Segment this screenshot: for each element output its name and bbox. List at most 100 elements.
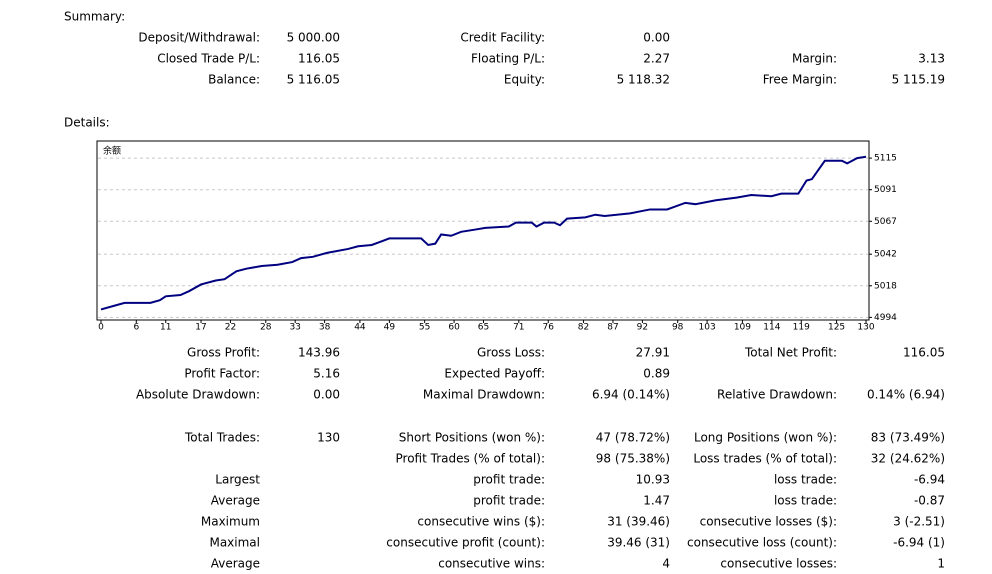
field-value: 5.16 (313, 367, 340, 381)
field-label: Equity: (504, 73, 545, 87)
field-label: Closed Trade P/L: (157, 52, 260, 66)
field-label: loss trade: (774, 473, 837, 487)
field-value: 3 (-2.51) (893, 515, 945, 529)
x-tick-label: 130 (857, 323, 874, 333)
x-tick-label: 11 (160, 323, 171, 333)
x-tick-label: 49 (384, 323, 396, 333)
field-value: 116.05 (298, 52, 340, 66)
field-value: 3.13 (918, 52, 945, 66)
field-label: Margin: (792, 52, 837, 66)
field-value: 2.27 (643, 52, 670, 66)
x-tick-label: 17 (195, 323, 206, 333)
chart-frame (96, 140, 870, 321)
field-value: 0.14% (6.94) (867, 388, 945, 402)
x-tick-label: 92 (637, 323, 648, 333)
field-value: 10.93 (636, 473, 670, 487)
field-value: 130 (317, 431, 340, 445)
x-tick-label: 103 (699, 323, 716, 333)
y-tick-label: 4994 (874, 313, 897, 323)
field-value: 0.00 (313, 388, 340, 402)
field-label: Expected Payoff: (444, 367, 545, 381)
field-label: profit trade: (473, 494, 545, 508)
field-label: Maximum (201, 515, 260, 529)
field-label: Long Positions (won %): (694, 431, 837, 445)
x-tick-label: 44 (354, 323, 366, 333)
field-label: Gross Profit: (187, 346, 260, 360)
field-label: Gross Loss: (477, 346, 545, 360)
field-label: consecutive wins ($): (417, 515, 545, 529)
field-value: 32 (24.62%) (871, 452, 945, 466)
field-label: Average (211, 557, 260, 571)
field-label: consecutive losses ($): (700, 515, 837, 529)
chart-label: 余额 (103, 145, 121, 157)
field-value: 39.46 (31) (607, 536, 670, 550)
x-tick-label: 71 (513, 323, 524, 333)
y-tick-label: 5115 (874, 154, 897, 164)
x-tick-label: 6 (133, 323, 139, 333)
field-value: 83 (73.49%) (871, 431, 945, 445)
field-label: consecutive losses: (720, 557, 837, 571)
y-tick-label: 5018 (874, 281, 897, 291)
field-label: Credit Facility: (460, 31, 545, 45)
x-tick-label: 0 (98, 323, 104, 333)
field-value: 5 115.19 (892, 73, 945, 87)
field-value: 5 116.05 (287, 73, 340, 87)
x-tick-label: 22 (225, 323, 236, 333)
field-label: consecutive wins: (438, 557, 545, 571)
y-tick-label: 5091 (874, 185, 897, 195)
x-tick-label: 60 (448, 323, 460, 333)
balance-line (100, 155, 867, 311)
field-label: loss trade: (774, 494, 837, 508)
x-tick-label: 125 (828, 323, 845, 333)
field-label: consecutive loss (count): (687, 536, 837, 550)
field-label: Floating P/L: (471, 52, 545, 66)
field-label: Maximal Drawdown: (423, 388, 545, 402)
field-value: 5 000.00 (287, 31, 340, 45)
x-tick-label: 109 (734, 323, 751, 333)
field-value: 1 (937, 557, 945, 571)
field-value: 1.47 (643, 494, 670, 508)
field-value: -0.87 (914, 494, 945, 508)
field-label: Total Trades: (184, 431, 260, 445)
details-title: Details: (64, 116, 110, 130)
field-value: 143.96 (298, 346, 340, 360)
x-tick-label: 87 (607, 323, 618, 333)
field-value: 6.94 (0.14%) (592, 388, 670, 402)
x-tick-label: 82 (578, 323, 589, 333)
summary-title: Summary: (64, 10, 125, 24)
field-label: Short Positions (won %): (399, 431, 545, 445)
field-value: 4 (662, 557, 670, 571)
field-label: Largest (215, 473, 260, 487)
field-value: 0.00 (643, 31, 670, 45)
field-value: 116.05 (903, 346, 945, 360)
x-tick-label: 114 (763, 323, 780, 333)
field-label: profit trade: (473, 473, 545, 487)
field-value: -6.94 (914, 473, 945, 487)
x-tick-label: 65 (478, 323, 489, 333)
field-value: 0.89 (643, 367, 670, 381)
x-tick-label: 76 (543, 323, 555, 333)
field-value: 27.91 (636, 346, 670, 360)
field-label: Relative Drawdown: (717, 388, 837, 402)
field-label: Loss trades (% of total): (693, 452, 837, 466)
y-tick-label: 5042 (874, 250, 897, 260)
field-label: Profit Factor: (184, 367, 260, 381)
field-value: 31 (39.46) (607, 515, 670, 529)
field-label: Absolute Drawdown: (136, 388, 260, 402)
field-label: Deposit/Withdrawal: (138, 31, 260, 45)
field-label: Maximal (209, 536, 260, 550)
field-label: Balance: (208, 73, 260, 87)
x-tick-label: 98 (672, 323, 684, 333)
x-tick-label: 28 (260, 323, 272, 333)
field-value: 47 (78.72%) (596, 431, 670, 445)
x-tick-label: 55 (419, 323, 430, 333)
x-tick-label: 38 (319, 323, 331, 333)
field-label: consecutive profit (count): (386, 536, 545, 550)
field-value: 98 (75.38%) (596, 452, 670, 466)
field-label: Free Margin: (763, 73, 837, 87)
field-value: 5 118.32 (617, 73, 670, 87)
field-label: Total Net Profit: (744, 346, 837, 360)
x-tick-label: 33 (289, 323, 300, 333)
x-tick-label: 119 (793, 323, 810, 333)
